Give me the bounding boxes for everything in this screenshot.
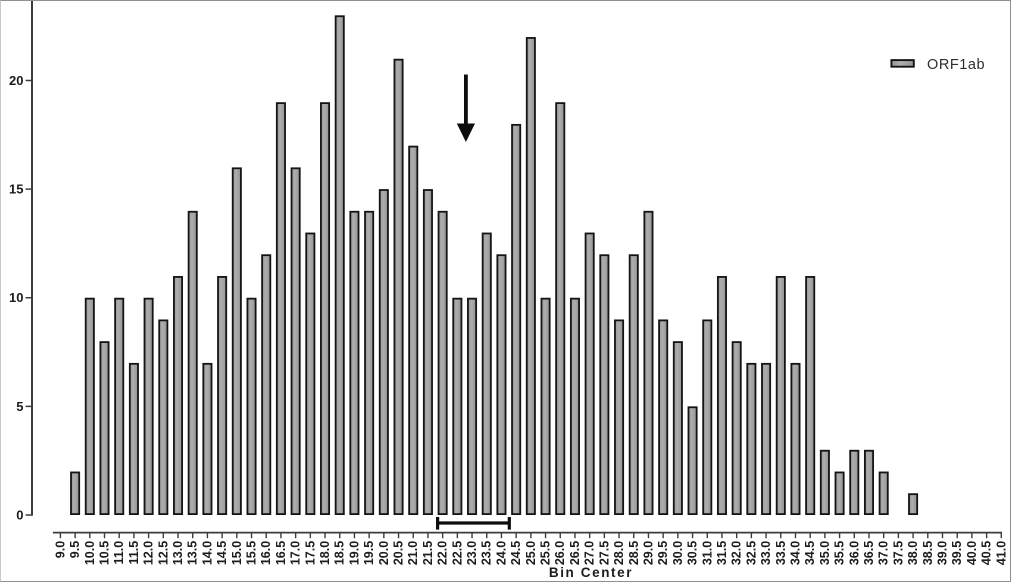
svg-text:36.0: 36.0: [847, 541, 861, 565]
svg-text:34.0: 34.0: [788, 541, 802, 565]
svg-text:11.0: 11.0: [112, 541, 126, 565]
svg-text:9.5: 9.5: [68, 541, 82, 558]
svg-text:11.5: 11.5: [127, 541, 141, 565]
svg-text:37.5: 37.5: [891, 541, 905, 565]
svg-text:23.0: 23.0: [465, 541, 479, 565]
svg-text:27.0: 27.0: [583, 541, 597, 565]
svg-text:18.0: 18.0: [318, 541, 332, 565]
svg-text:14.5: 14.5: [215, 541, 229, 565]
svg-text:27.5: 27.5: [597, 541, 611, 565]
svg-text:40.5: 40.5: [980, 541, 994, 565]
svg-text:15.5: 15.5: [245, 541, 259, 565]
svg-text:29.5: 29.5: [656, 541, 670, 565]
svg-text:10.5: 10.5: [98, 541, 112, 565]
svg-text:22.5: 22.5: [450, 541, 464, 565]
svg-text:35.0: 35.0: [818, 541, 832, 565]
svg-text:13.0: 13.0: [171, 541, 185, 565]
svg-text:32.5: 32.5: [744, 541, 758, 565]
svg-text:22.0: 22.0: [436, 541, 450, 565]
svg-text:20.5: 20.5: [392, 541, 406, 565]
svg-text:5: 5: [16, 399, 23, 414]
svg-text:28.0: 28.0: [612, 541, 626, 565]
svg-text:18.5: 18.5: [333, 541, 347, 565]
svg-text:32.0: 32.0: [730, 541, 744, 565]
svg-text:30.5: 30.5: [686, 541, 700, 565]
svg-text:35.5: 35.5: [833, 541, 847, 565]
svg-text:30.0: 30.0: [671, 541, 685, 565]
svg-text:20.0: 20.0: [377, 541, 391, 565]
svg-text:13.5: 13.5: [186, 541, 200, 565]
svg-text:14.0: 14.0: [200, 541, 214, 565]
svg-text:19.5: 19.5: [362, 541, 376, 565]
svg-text:20: 20: [9, 73, 23, 88]
svg-text:37.0: 37.0: [877, 541, 891, 565]
svg-text:24.5: 24.5: [509, 541, 523, 565]
svg-text:39.5: 39.5: [950, 541, 964, 565]
svg-text:26.5: 26.5: [568, 541, 582, 565]
svg-text:0: 0: [16, 507, 23, 522]
svg-text:12.5: 12.5: [156, 541, 170, 565]
svg-text:39.0: 39.0: [936, 541, 950, 565]
svg-text:ORF1ab: ORF1ab: [927, 57, 985, 73]
svg-text:40.0: 40.0: [965, 541, 979, 565]
svg-text:15: 15: [9, 182, 23, 197]
svg-text:38.5: 38.5: [921, 541, 935, 565]
svg-text:17.0: 17.0: [289, 541, 303, 565]
svg-text:31.0: 31.0: [700, 541, 714, 565]
svg-text:16.0: 16.0: [259, 541, 273, 565]
svg-text:26.0: 26.0: [553, 541, 567, 565]
svg-text:25.5: 25.5: [539, 541, 553, 565]
svg-text:Bin Center: Bin Center: [549, 565, 633, 580]
svg-text:33.0: 33.0: [759, 541, 773, 565]
svg-text:33.5: 33.5: [774, 541, 788, 565]
svg-text:9.0: 9.0: [53, 541, 67, 558]
svg-text:16.5: 16.5: [274, 541, 288, 565]
svg-text:10: 10: [9, 290, 23, 305]
svg-text:10.0: 10.0: [83, 541, 97, 565]
svg-text:34.5: 34.5: [803, 541, 817, 565]
svg-text:21.0: 21.0: [406, 541, 420, 565]
svg-text:25.0: 25.0: [524, 541, 538, 565]
svg-text:38.0: 38.0: [906, 541, 920, 565]
svg-text:21.5: 21.5: [421, 541, 435, 565]
svg-text:28.5: 28.5: [627, 541, 641, 565]
svg-text:15.0: 15.0: [230, 541, 244, 565]
svg-text:31.5: 31.5: [715, 541, 729, 565]
svg-text:36.5: 36.5: [862, 541, 876, 565]
svg-text:19.0: 19.0: [347, 541, 361, 565]
svg-text:29.0: 29.0: [641, 541, 655, 565]
svg-text:12.0: 12.0: [142, 541, 156, 565]
svg-text:17.5: 17.5: [303, 541, 317, 565]
svg-text:24.0: 24.0: [494, 541, 508, 565]
svg-text:23.5: 23.5: [480, 541, 494, 565]
svg-text:41.0: 41.0: [994, 541, 1008, 565]
